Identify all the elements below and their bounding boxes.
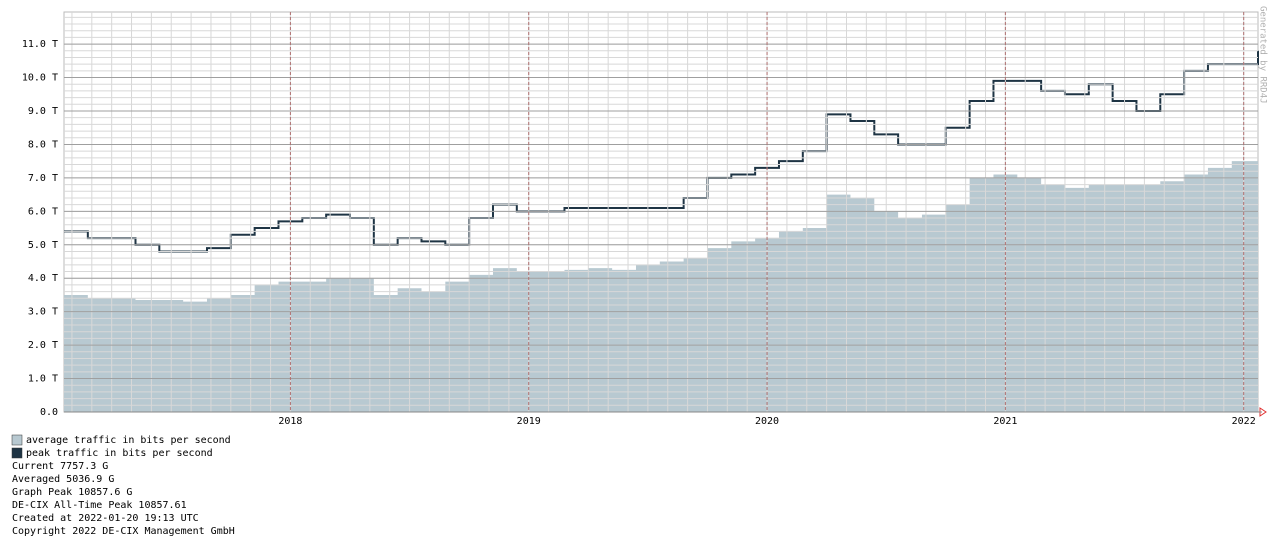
x-tick-label: 2022 bbox=[1232, 416, 1256, 427]
x-tick-label: 2019 bbox=[517, 416, 541, 427]
y-tick-label: 5.0 T bbox=[28, 240, 58, 251]
x-tick-label: 2018 bbox=[278, 416, 302, 427]
y-tick-label: 7.0 T bbox=[28, 173, 58, 184]
watermark: Generated by RRD4J bbox=[1258, 6, 1268, 104]
y-tick-label: 3.0 T bbox=[28, 307, 58, 318]
x-tick-label: 2020 bbox=[755, 416, 779, 427]
stat-line: DE-CIX All-Time Peak 10857.61 bbox=[12, 500, 187, 511]
y-tick-label: 0.0 bbox=[40, 407, 58, 418]
y-tick-label: 4.0 T bbox=[28, 273, 58, 284]
y-tick-label: 6.0 T bbox=[28, 206, 58, 217]
y-tick-label: 11.0 T bbox=[22, 39, 58, 50]
stat-line: Current 7757.3 G bbox=[12, 461, 108, 472]
legend-label: average traffic in bits per second bbox=[26, 435, 231, 446]
legend-label: peak traffic in bits per second bbox=[26, 448, 213, 459]
y-tick-label: 2.0 T bbox=[28, 340, 58, 351]
legend-swatch bbox=[11, 447, 23, 459]
y-tick-label: 10.0 T bbox=[22, 73, 58, 84]
stat-line: Graph Peak 10857.6 G bbox=[12, 487, 132, 498]
y-tick-label: 8.0 T bbox=[28, 139, 58, 150]
stat-line: Averaged 5036.9 G bbox=[12, 474, 114, 485]
y-tick-label: 1.0 T bbox=[28, 374, 58, 385]
stat-line: Copyright 2022 DE-CIX Management GmbH bbox=[12, 526, 235, 537]
legend-swatch bbox=[11, 434, 23, 446]
y-tick-label: 9.0 T bbox=[28, 106, 58, 117]
stat-line: Created at 2022-01-20 19:13 UTC bbox=[12, 513, 199, 524]
x-tick-label: 2021 bbox=[993, 416, 1017, 427]
